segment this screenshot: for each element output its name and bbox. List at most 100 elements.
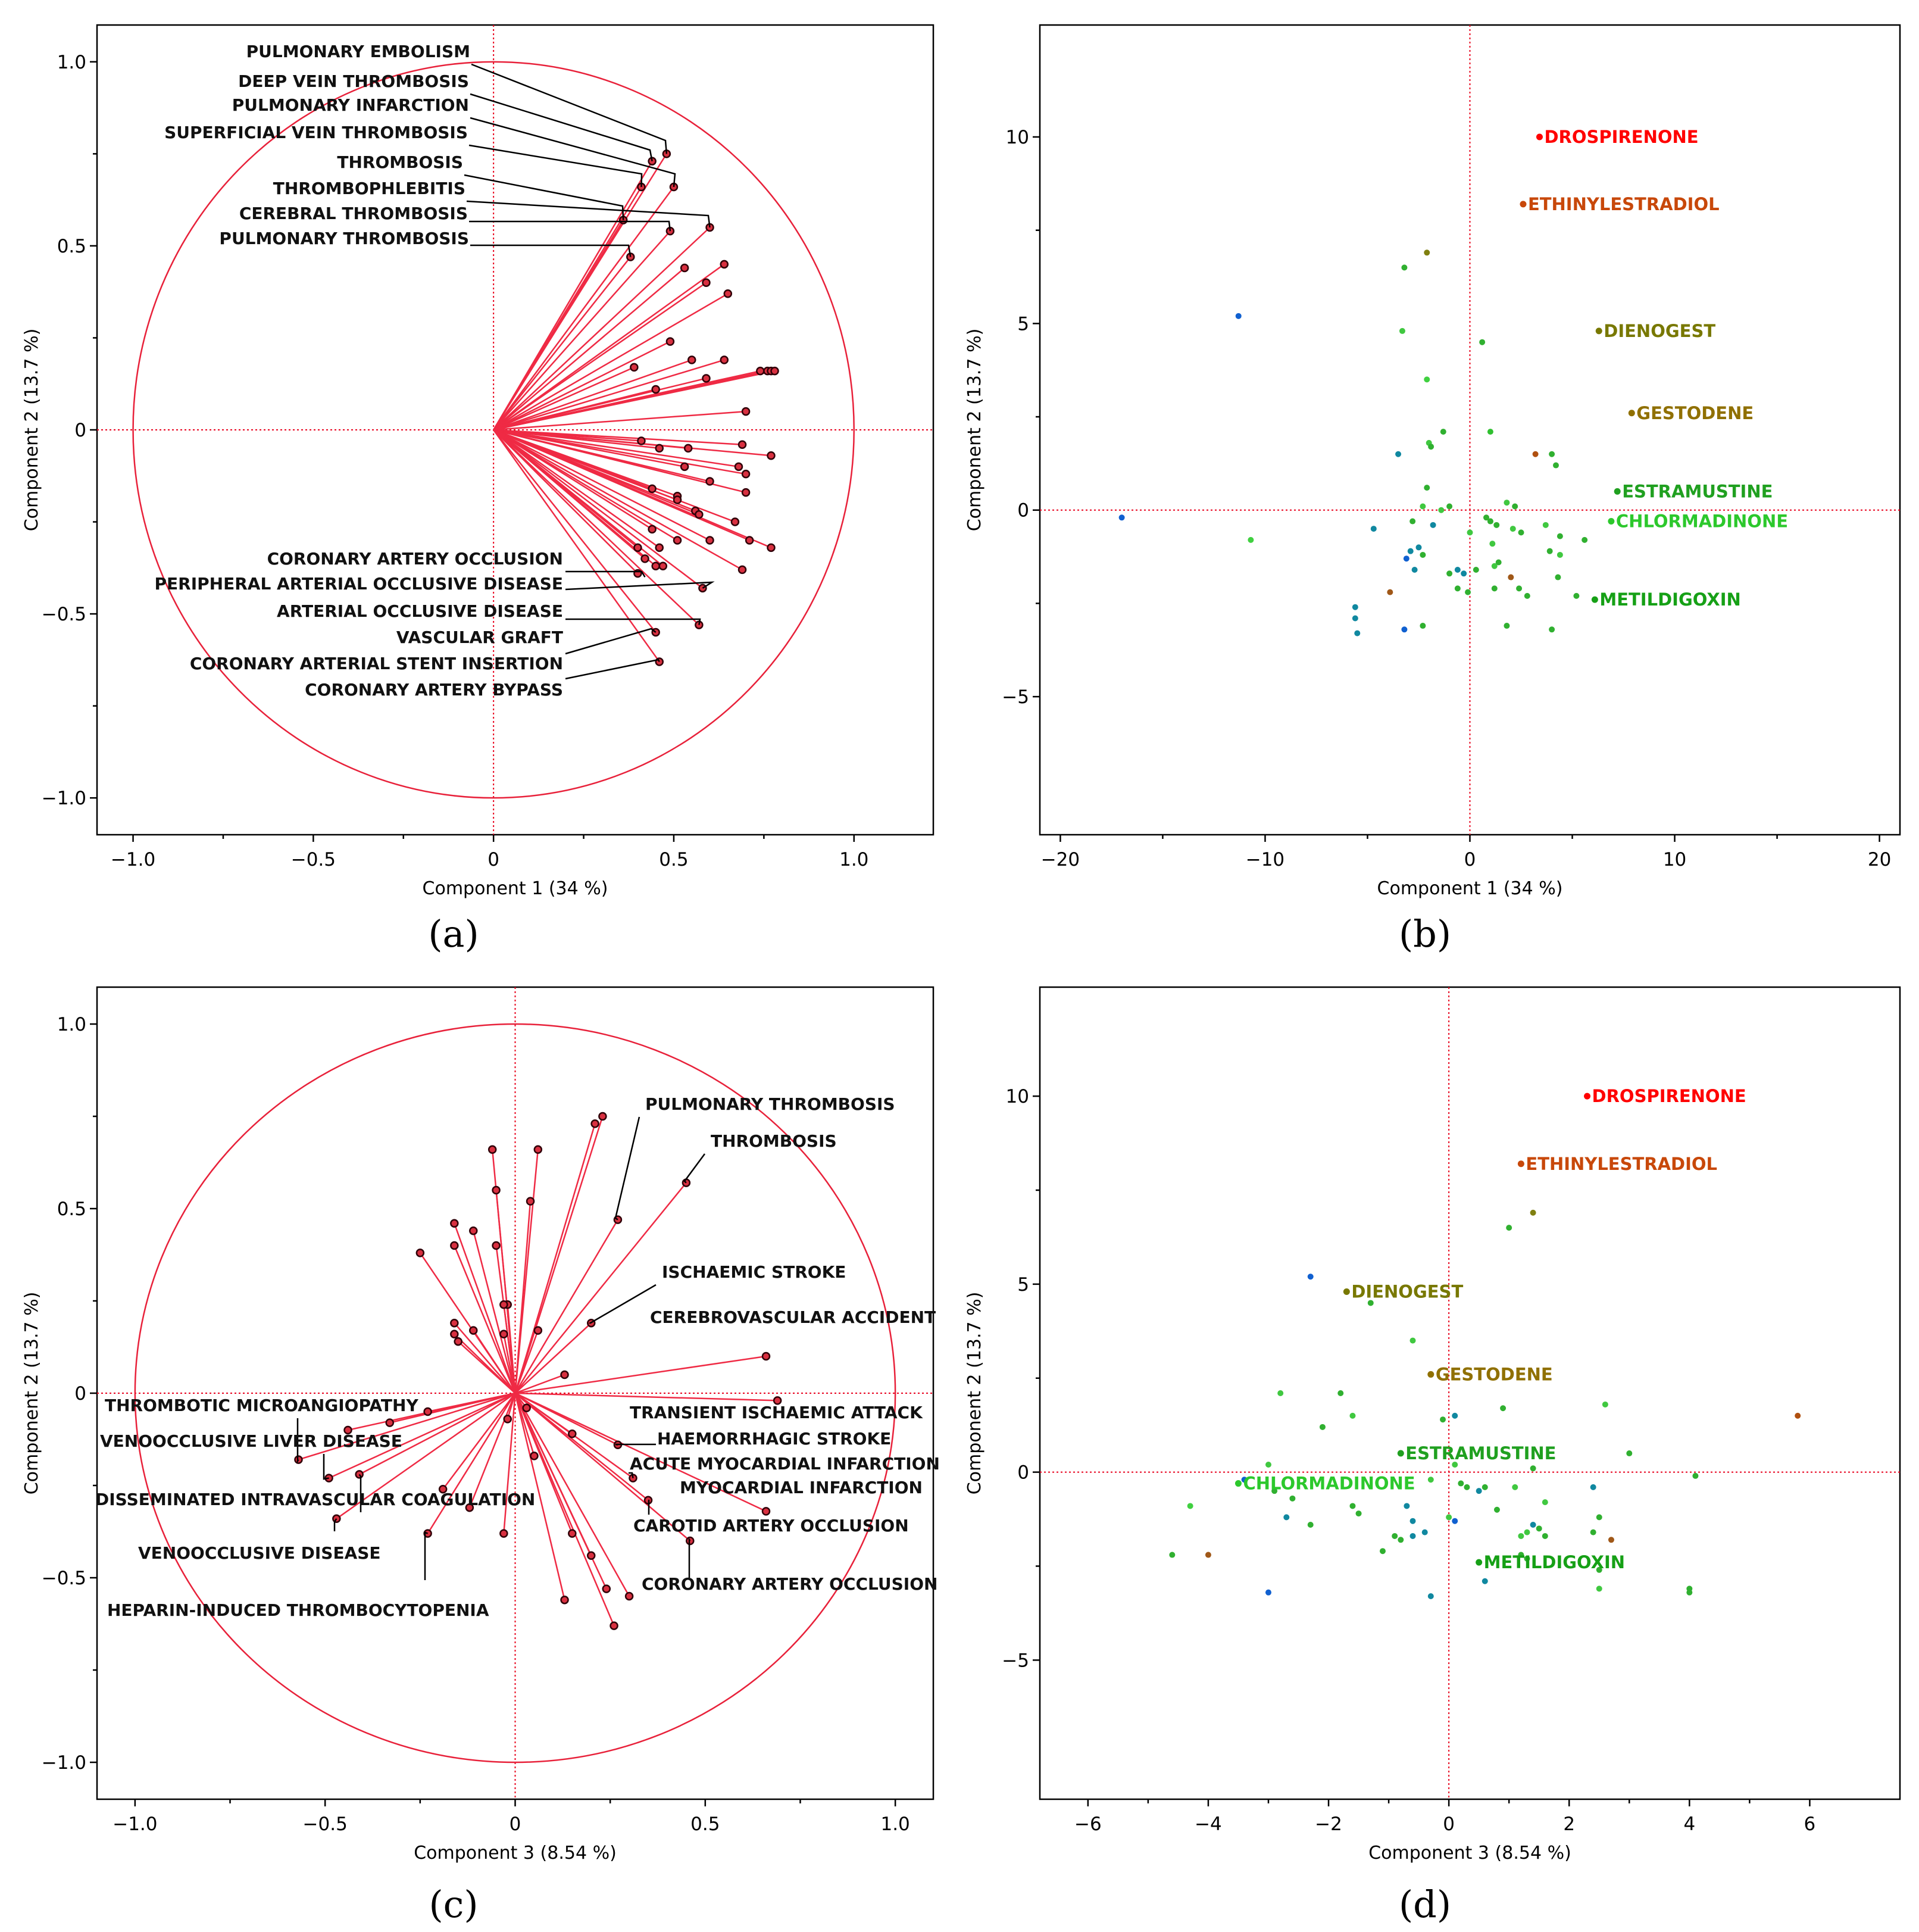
panel-d-scatter-point <box>1795 1412 1801 1419</box>
panel-c-variable-label: DISSEMINATED INTRAVASCULAR COAGULATION <box>95 1490 535 1509</box>
panel-a-x-tick-label: −1.0 <box>111 849 155 870</box>
panel-label-b: (b) <box>1399 912 1451 956</box>
panel-c-loading-point <box>533 1326 543 1335</box>
panel-a-loading-vector <box>493 429 700 626</box>
panel-b-scatter-point <box>1415 544 1422 551</box>
panel-a-variable-label: THROMBOSIS <box>337 152 463 172</box>
panel-b-scatter-point <box>1424 485 1430 491</box>
panel-a-annotation-leader <box>470 244 632 257</box>
panel-b-x-tick-label: −20 <box>1041 849 1080 870</box>
panel-a-annotation-leader <box>469 220 671 232</box>
panel-d-scatter-point <box>1464 1484 1470 1490</box>
panel-c-loading-vector <box>442 1393 516 1490</box>
panel-c-loading-point <box>454 1337 462 1346</box>
panel-d-scatter-point <box>1337 1390 1344 1396</box>
panel-d-scatter-point <box>1530 1465 1536 1472</box>
panel-c-loading-vector <box>336 1392 516 1519</box>
panel-c-loading-vector <box>514 1393 615 1627</box>
panel-d-scatter-point <box>1265 1589 1271 1596</box>
panel-d-drug-point <box>1234 1480 1242 1487</box>
panel-c-y-tick-label: −0.5 <box>42 1568 86 1589</box>
panel-a-loading-point <box>683 444 693 453</box>
panel-c-variable-label: CAROTID ARTERY OCCLUSION <box>633 1516 909 1535</box>
panel-a-loading-point <box>770 366 779 376</box>
panel-b-drug-label-gestodene: GESTODENE <box>1636 403 1754 423</box>
panel-b-scatter-point <box>1493 522 1500 528</box>
panel-c-variable-label: THROMBOSIS <box>711 1131 837 1151</box>
panel-c-loading-point <box>499 1329 508 1339</box>
panel-d-scatter-point <box>1427 1477 1434 1483</box>
panel-d-scatter-point <box>1205 1552 1211 1558</box>
panel-c-loading-vector <box>454 1245 516 1394</box>
panel-b-scatter-point <box>1489 541 1496 547</box>
panel-a-y-tick-label: 0.5 <box>57 236 86 257</box>
panel-c-variable-label: MYOCARDIAL INFARCTION <box>680 1478 923 1497</box>
panel-b-scatter-point <box>1557 551 1563 558</box>
panel-c-variable-label: HAEMORRHAGIC STROKE <box>657 1429 891 1449</box>
panel-c-variable-label: TRANSIENT ISCHAEMIC ATTACK <box>630 1403 923 1422</box>
panel-a-annotation-leader <box>468 144 643 188</box>
panel-d-scatter-point <box>1398 1537 1404 1543</box>
panel-a-y-axis-title: Component 2 (13.7 %) <box>21 329 42 532</box>
panel-c-loading-point <box>761 1352 771 1361</box>
panel-d-scatter-point <box>1265 1461 1271 1468</box>
panel-b-scatter-point <box>1395 451 1402 457</box>
panel-a-loading-vector <box>493 429 746 475</box>
panel-d-scatter-point <box>1590 1484 1596 1490</box>
panel-b-x-tick-label: 20 <box>1868 849 1891 870</box>
panel-b-drug-point <box>1628 410 1635 417</box>
panel-b-scatter-point <box>1518 529 1524 536</box>
panel-d-scatter-point <box>1524 1529 1530 1535</box>
panel-b-scatter-point <box>1424 249 1430 256</box>
panel-b-y-axis-title: Component 2 (13.7 %) <box>964 329 985 532</box>
panel-d-drug-label-gestodene: GESTODENE <box>1436 1364 1553 1384</box>
panel-c-loading-vector <box>329 1392 516 1479</box>
panel-d-x-tick-label: 2 <box>1563 1814 1575 1835</box>
panel-b-drug-label-metildigoxin: METILDIGOXIN <box>1599 589 1740 610</box>
panel-c-loading-vector <box>514 1393 630 1597</box>
panel-d-x-axis-title: Component 3 (8.54 %) <box>1368 1843 1571 1864</box>
panel-a-loading-point <box>680 462 689 472</box>
panel-a-loading-point <box>637 436 646 445</box>
panel-a-annotation-leader <box>466 200 711 228</box>
panel-d-y-tick-label: 0 <box>1017 1462 1029 1484</box>
panel-d-drug-point <box>1584 1093 1591 1100</box>
panel-a-loading-point <box>633 543 642 553</box>
panel-d-scatter-point <box>1452 1412 1458 1419</box>
panel-d-scatter-point <box>1476 1488 1482 1494</box>
panel-c-loading-point <box>533 1145 543 1154</box>
panel-b-y-tick-label: −5 <box>1002 686 1029 708</box>
panel-a-unit-circle <box>132 61 855 799</box>
panel-c-loading-point <box>385 1418 394 1427</box>
panel-b-scatter-point <box>1573 592 1580 599</box>
panel-c-loading-vector <box>514 1123 596 1394</box>
panel-b-scatter-point <box>1483 514 1490 521</box>
panel-c-x-tick-label: 0 <box>510 1814 521 1835</box>
panel-a-loading-vector <box>493 366 635 431</box>
panel-c-loading-vector <box>514 1393 565 1600</box>
panel-c-loading-point <box>423 1407 432 1416</box>
panel-c-loading-point <box>773 1396 782 1405</box>
panel-d-scatter-point <box>1626 1450 1633 1457</box>
panel-b-scatter-point <box>1549 451 1555 457</box>
panel-a-loading-vector <box>493 359 692 431</box>
panel-d-scatter-point <box>1409 1518 1416 1524</box>
panel-d-scatter-point <box>1421 1529 1428 1535</box>
panel-b-drug-point <box>1536 133 1543 141</box>
panel-c-loading-point <box>610 1621 618 1630</box>
panel-d-drug-label-metildigoxin: METILDIGOXIN <box>1484 1552 1625 1572</box>
panel-c-variable-label: HEPARIN-INDUCED THROMBOCYTOPENIA <box>107 1600 489 1620</box>
panel-c-annotation-leader <box>615 1443 656 1446</box>
panel-a-variable-label: PULMONARY THROMBOSIS <box>219 229 469 248</box>
panel-a-annotation-leader <box>470 117 676 188</box>
panel-b-scatter-point <box>1504 500 1510 506</box>
panel-c-loading-point <box>526 1197 535 1206</box>
panel-c-y-tick-label: 1.0 <box>57 1014 86 1035</box>
panel-c-variable-label: CORONARY ARTERY OCCLUSION <box>642 1574 937 1594</box>
panel-a-variable-label: ARTERIAL OCCLUSIVE DISEASE <box>277 601 563 621</box>
panel-a-loading-point <box>630 363 639 372</box>
panel-d-drug-label-estramustine: ESTRAMUSTINE <box>1405 1443 1556 1463</box>
panel-d-x-tick-label: 0 <box>1443 1814 1455 1835</box>
panel-c-variable-label: THROMBOTIC MICROANGIOPATHY <box>105 1396 418 1415</box>
panel-d-drug-label-chlormadinone: CHLORMADINONE <box>1243 1474 1415 1494</box>
